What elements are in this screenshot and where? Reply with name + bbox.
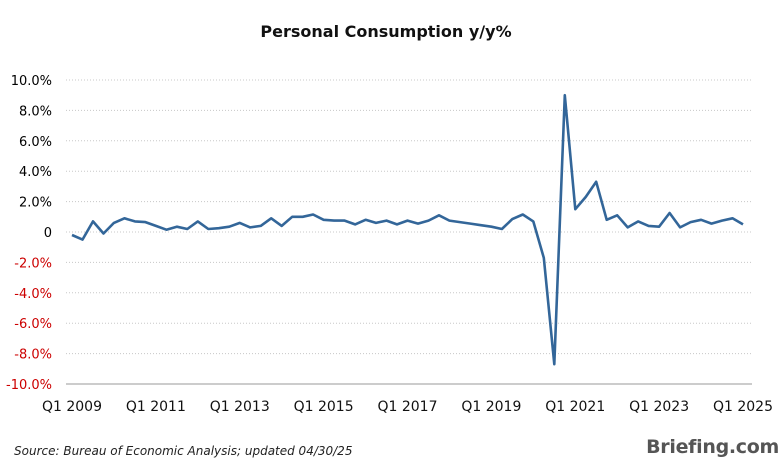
y-axis-ticks: 10.0% 8.0% 6.0% 4.0% 2.0% 0 -2.0% -4.0% -6.0% -8.… [6,74,52,393]
x-tick-label: Q1 2023 [629,399,689,415]
x-tick-label: Q1 2009 [42,399,102,415]
y-tick-label: -6.0% [14,317,52,332]
briefing-logo: Briefing.com [646,436,779,458]
x-axis-ticks: Q1 2009 Q1 2011 Q1 2013 Q1 2015 Q1 2017 Q1 20… [42,399,773,415]
y-tick-label: 8.0% [19,104,52,119]
series-line [71,93,744,366]
y-tick-label: 2.0% [19,196,52,211]
y-tick-label: -4.0% [14,287,52,302]
x-tick-label: Q1 2025 [713,399,773,415]
x-tick-label: Q1 2021 [545,399,605,415]
y-tick-label: -10.0% [6,378,52,393]
y-tick-label: 10.0% [11,74,52,89]
x-tick-label: Q1 2013 [210,399,270,415]
chart-title: Personal Consumption y/y% [260,22,511,41]
x-tick-label: Q1 2015 [294,399,354,415]
series-layer [71,93,744,366]
source-note: Source: Bureau of Economic Analysis; upd… [14,444,353,458]
y-tick-label: 4.0% [19,165,52,180]
x-tick-label: Q1 2017 [377,399,437,415]
y-tick-label: 6.0% [19,135,52,150]
y-tick-label: 0 [44,226,52,241]
y-tick-label: -2.0% [14,256,52,271]
x-tick-label: Q1 2011 [126,399,186,415]
y-tick-label: -8.0% [14,348,52,363]
x-tick-label: Q1 2019 [461,399,521,415]
gridlines [66,79,752,385]
